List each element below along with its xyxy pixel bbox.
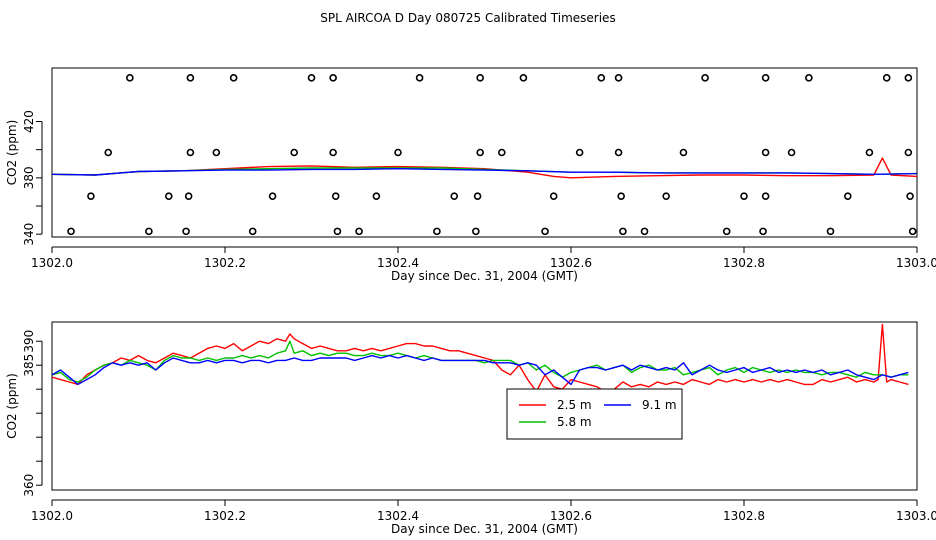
calibration-point	[229, 74, 238, 82]
calibration-point	[826, 227, 835, 236]
x-tick-label: 1302.6	[550, 509, 592, 523]
legend-label: 9.1 m	[642, 398, 677, 412]
calibration-point	[184, 192, 193, 200]
x-tick-label: 1302.8	[723, 509, 765, 523]
calibration-point	[333, 227, 342, 236]
calibration-point	[759, 227, 767, 236]
calibration-point	[497, 148, 506, 157]
calibration-point	[761, 192, 770, 200]
calibration-point	[805, 74, 813, 82]
calibration-point	[126, 74, 134, 82]
calibration-point	[617, 192, 625, 200]
x-tick-label: 1302.4	[377, 256, 419, 270]
calibration-point	[904, 74, 913, 82]
plot-frame	[51, 67, 918, 238]
calibration-point	[329, 74, 337, 82]
series-line-2-5m	[52, 157, 917, 179]
calibration-point	[473, 192, 482, 200]
bottom-panel: 1302.0 1302.2 1302.4 1302.6 1302.8 1303.0 Day …	[5, 321, 936, 536]
calibration-point	[186, 74, 195, 82]
x-axis-label: Day since Dec. 31, 2004 (GMT)	[391, 522, 578, 536]
legend-box	[506, 388, 683, 440]
x-tick-label: 1302.6	[550, 256, 592, 270]
calibration-point	[619, 227, 627, 236]
series-line-9-1m	[52, 354, 909, 386]
calibration-point	[519, 74, 528, 82]
calibration-point	[450, 192, 459, 200]
calibration-point	[908, 227, 917, 236]
calibration-point	[787, 148, 796, 157]
calibration-point	[415, 74, 424, 82]
top-panel: 1302.0 1302.2 1302.4 1302.6 1302.8 1303.0 Day …	[5, 67, 936, 283]
calibration-point	[614, 148, 623, 157]
calibration-point	[104, 148, 113, 157]
series-line-9-1m	[52, 167, 917, 176]
y-axis-label: CO2 (ppm)	[5, 373, 19, 439]
x-axis-label: Day since Dec. 31, 2004 (GMT)	[391, 269, 578, 283]
calibration-point	[761, 74, 770, 82]
y-tick-label: 385	[22, 354, 36, 377]
calibration-point	[307, 74, 316, 82]
calibration-point	[662, 192, 670, 200]
y-tick-label: 340	[22, 223, 36, 246]
calibration-point	[331, 192, 340, 200]
x-tick-label: 1302.4	[377, 509, 419, 523]
calibration-point	[182, 227, 190, 236]
calibration-point	[394, 148, 402, 157]
legend: 2.5 m 9.1 m 5.8 m	[506, 388, 683, 440]
y-tick-label: 390	[22, 330, 36, 353]
calibration-point	[212, 148, 221, 157]
calibration-point	[186, 148, 195, 157]
calibration-point	[882, 74, 891, 82]
calibration-point	[145, 227, 153, 236]
calibration-point	[248, 227, 257, 236]
calibration-point	[740, 192, 748, 200]
plot-frame	[51, 321, 918, 491]
calibration-point	[268, 192, 277, 200]
x-tick-label: 1302.0	[31, 256, 73, 270]
y-tick-label: 420	[22, 110, 36, 133]
legend-label: 5.8 m	[557, 415, 592, 429]
calibration-point	[329, 148, 337, 157]
calibration-point	[575, 148, 584, 157]
calibration-point	[355, 227, 363, 236]
calibration-point	[541, 227, 549, 236]
calibration-point	[843, 192, 852, 200]
calibration-point	[865, 148, 874, 157]
x-tick-label: 1303.0	[896, 256, 936, 270]
calibration-point	[614, 74, 623, 82]
calibration-point	[761, 148, 770, 157]
calibration-point	[549, 192, 558, 200]
x-tick-label: 1302.0	[31, 509, 73, 523]
y-axis-label: CO2 (ppm)	[5, 120, 19, 186]
calibration-point	[679, 148, 688, 157]
calibration-point	[67, 227, 75, 236]
x-tick-label: 1302.2	[204, 509, 246, 523]
calibration-point	[640, 227, 649, 236]
x-tick-label: 1303.0	[896, 509, 936, 523]
calibration-point	[372, 192, 381, 200]
calibration-point	[476, 74, 484, 82]
y-tick-label: 380	[22, 166, 36, 189]
legend-label: 2.5 m	[557, 398, 592, 412]
calibration-point	[290, 148, 299, 157]
y-tick-label: 360	[22, 474, 36, 497]
calibration-point	[433, 227, 441, 236]
x-tick-label: 1302.8	[723, 256, 765, 270]
calibration-point	[597, 74, 606, 82]
calibration-point	[701, 74, 709, 82]
x-tick-label: 1302.2	[204, 256, 246, 270]
calibration-point	[906, 192, 914, 200]
calibration-point	[904, 148, 913, 157]
calibration-point	[472, 227, 480, 236]
calibration-point	[476, 148, 484, 157]
calibration-point	[722, 227, 731, 236]
series-line-5-8m	[52, 340, 909, 383]
series-line-2-5m	[52, 323, 909, 393]
calibration-point	[87, 192, 95, 200]
figure-title: SPL AIRCOA D Day 080725 Calibrated Times…	[320, 11, 615, 25]
calibration-point	[164, 192, 173, 200]
